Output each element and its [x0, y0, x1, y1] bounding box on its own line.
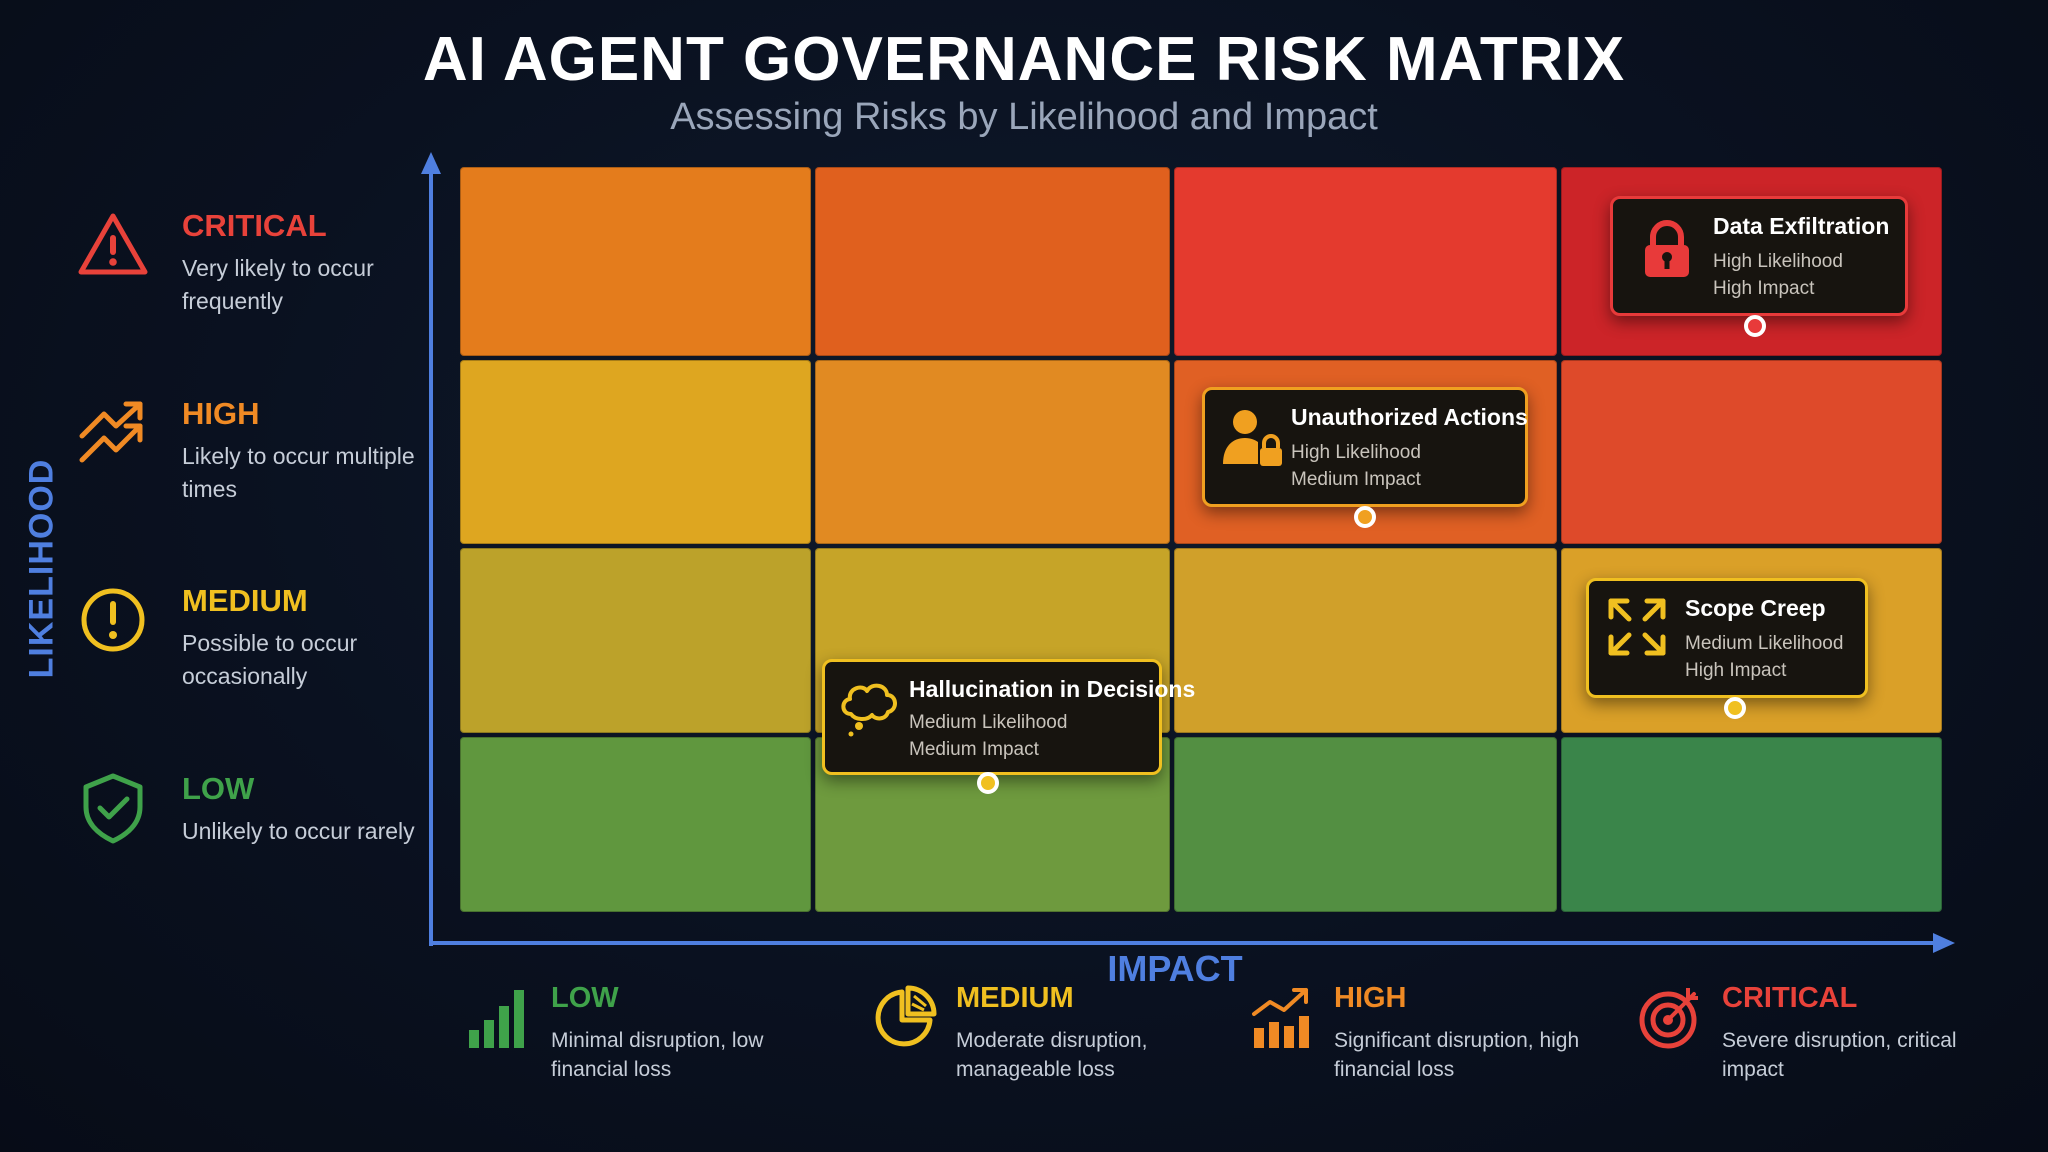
risk-marker-hallucination-in-decisions[interactable] [977, 772, 999, 794]
risk-likelihood: High Likelihood [1713, 251, 1843, 272]
risk-card-scope-creep[interactable]: Scope Creep Medium Likelihood High Impac… [1586, 578, 1868, 698]
bar-chart-icon [469, 990, 524, 1048]
matrix-cell [1174, 167, 1557, 356]
likelihood-level: HIGH [182, 396, 260, 431]
y-axis-label: LIKELIHOOD [22, 458, 61, 679]
pie-chart-icon [875, 985, 937, 1047]
risk-title: Unauthorized Actions [1291, 404, 1528, 430]
risk-title: Scope Creep [1685, 595, 1826, 621]
user-lock-icon [1223, 410, 1282, 466]
risk-card-hallucination-in-decisions[interactable]: Hallucination in Decisions Medium Likeli… [822, 659, 1195, 775]
warning-triangle-icon [78, 213, 148, 275]
x-axis-line [429, 941, 1937, 945]
risk-likelihood: Medium Likelihood [909, 712, 1068, 733]
rising-chart-icon [1252, 988, 1309, 1048]
likelihood-description: Unlikely to occur rarely [182, 818, 415, 844]
likelihood-level: LOW [182, 771, 255, 806]
matrix-cell [1561, 737, 1942, 912]
impact-level: HIGH [1334, 982, 1407, 1014]
risk-marker-scope-creep[interactable] [1724, 697, 1746, 719]
target-icon [1639, 988, 1698, 1049]
matrix-cell [1174, 737, 1557, 912]
impact-description: Moderate disruption, manageable loss [956, 1029, 1148, 1081]
risk-impact: Medium Impact [909, 739, 1039, 760]
risk-impact: High Impact [1713, 278, 1815, 299]
padlock-icon [1645, 220, 1689, 277]
page-subtitle: Assessing Risks by Likelihood and Impact [670, 96, 1378, 138]
page-title: AI AGENT GOVERNANCE RISK MATRIX [422, 25, 1626, 94]
risk-card-unauthorized-actions[interactable]: Unauthorized Actions High Likelihood Med… [1202, 387, 1528, 507]
x-axis-label: IMPACT [1107, 948, 1243, 989]
risk-marker-unauthorized-actions[interactable] [1354, 506, 1376, 528]
risk-marker-data-exfiltration[interactable] [1744, 315, 1766, 337]
matrix-cell [460, 167, 811, 356]
matrix-cell [460, 737, 811, 912]
likelihood-level: MEDIUM [182, 583, 308, 618]
impact-level: MEDIUM [956, 982, 1074, 1014]
risk-impact: High Impact [1685, 660, 1787, 681]
y-axis-line [429, 162, 433, 946]
expand-arrows-icon [1608, 598, 1666, 656]
matrix-cell [460, 360, 811, 544]
impact-description: Minimal disruption, low financial loss [551, 1029, 764, 1081]
likelihood-description: Likely to occur multiple times [182, 443, 415, 502]
likelihood-description: Very likely to occur frequently [182, 255, 374, 314]
impact-level: LOW [551, 982, 619, 1014]
risk-impact: Medium Impact [1291, 469, 1421, 490]
exclamation-circle-icon [81, 588, 145, 652]
trend-up-arrow-icon [79, 401, 143, 463]
y-axis-arrow [421, 152, 441, 174]
likelihood-level: CRITICAL [182, 208, 327, 243]
risk-likelihood: Medium Likelihood [1685, 633, 1844, 654]
matrix-cell [815, 360, 1170, 544]
x-axis-arrow [1933, 933, 1955, 953]
impact-level: CRITICAL [1722, 982, 1858, 1014]
thought-bubble-icon [841, 683, 897, 737]
matrix-cell [815, 167, 1170, 356]
risk-likelihood: High Likelihood [1291, 442, 1421, 463]
shield-check-icon [83, 773, 143, 844]
risk-title: Data Exfiltration [1713, 213, 1890, 239]
impact-description: Severe disruption, critical impact [1722, 1029, 1957, 1081]
matrix-cell [1561, 360, 1942, 544]
likelihood-description: Possible to occur occasionally [182, 630, 358, 689]
impact-description: Significant disruption, high financial l… [1334, 1029, 1580, 1081]
matrix-cell [1174, 548, 1557, 733]
risk-title: Hallucination in Decisions [909, 676, 1196, 702]
matrix-cell [460, 548, 811, 733]
risk-card-data-exfiltration[interactable]: Data Exfiltration High Likelihood High I… [1610, 196, 1908, 316]
